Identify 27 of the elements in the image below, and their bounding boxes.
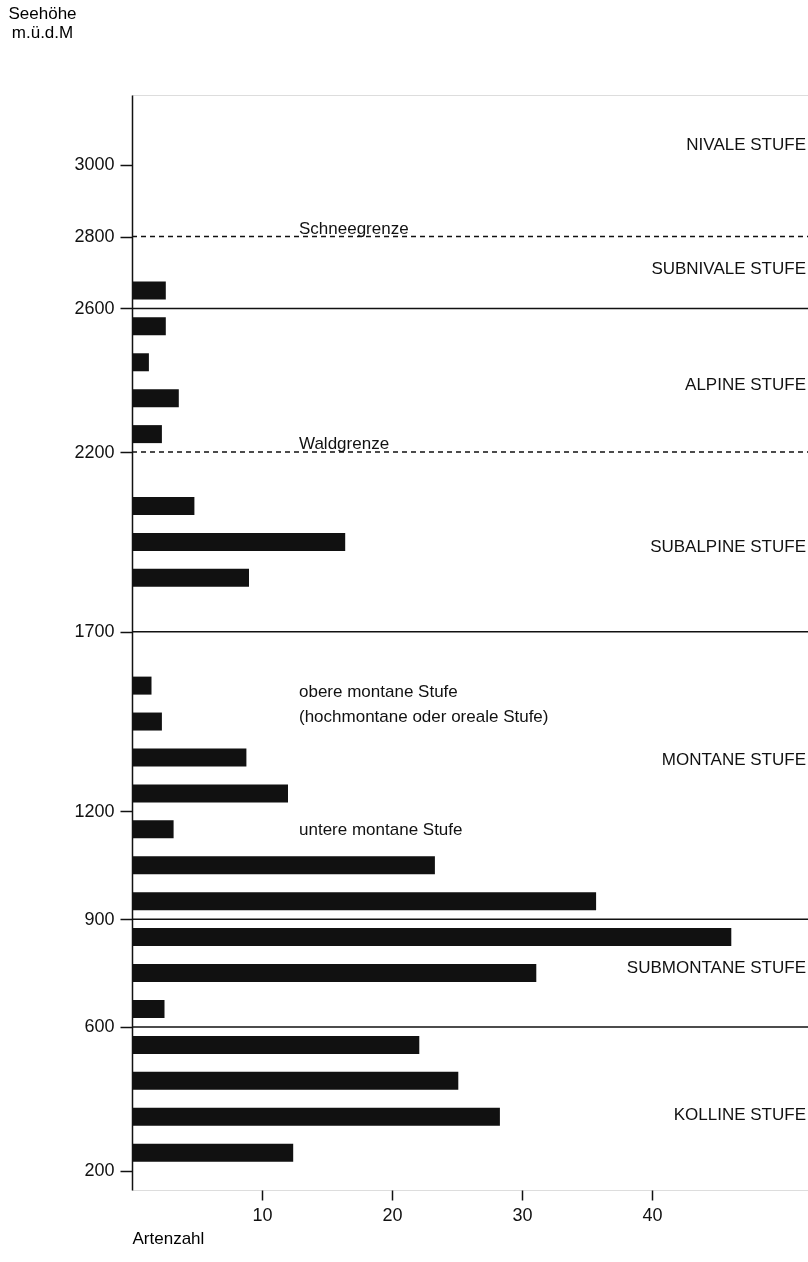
y-tick-label: 2200 [74,441,115,462]
x-tick-label: 30 [512,1204,533,1225]
y-tick-label: 1200 [74,800,115,821]
y-tick-label: 1700 [74,621,115,642]
annotation: SUBMONTANE STUFE [626,958,806,977]
x-axis-title: Artenzahl [132,1228,205,1248]
annotation: MONTANE STUFE [661,750,806,769]
annotation: ALPINE STUFE [685,375,806,394]
ref-line-label: Waldgrenze [299,434,390,454]
x-tick-label: 20 [382,1204,403,1225]
annotation: obere montane Stufe [299,682,458,701]
ref-line-label: Schneegrenze [299,218,409,238]
y-axis-title: Seehöhe m.ü.d.M [8,3,77,42]
annotation: SUBALPINE STUFE [650,537,806,556]
annotation: SUBNIVALE STUFE [651,259,806,278]
y-tick-label: 200 [84,1160,115,1181]
annotation: untere montane Stufe [299,820,463,839]
y-tick-label: 600 [84,1016,115,1037]
x-tick-label: 10 [252,1204,273,1225]
annotation: KOLLINE STUFE [673,1105,806,1124]
y-tick-label: 2800 [74,226,115,247]
annotation: NIVALE STUFE [686,135,806,154]
annotation: (hochmontane oder oreale Stufe) [299,707,549,726]
y-tick-label: 3000 [74,154,115,175]
y-tick-label: 2600 [74,297,115,318]
x-tick-label: 40 [642,1204,663,1225]
y-tick-label: 900 [84,908,115,929]
